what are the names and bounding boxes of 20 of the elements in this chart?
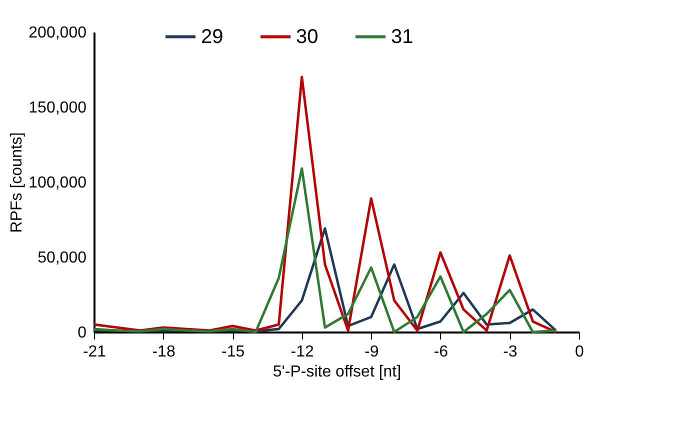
x-tick-label: -9 bbox=[364, 344, 379, 360]
y-tick-label: 200,000 bbox=[28, 24, 87, 42]
line-series bbox=[92, 76, 558, 334]
legend-label: 30 bbox=[296, 26, 318, 48]
x-tick-label: -18 bbox=[152, 344, 176, 360]
x-tick-label: -12 bbox=[290, 344, 314, 360]
legend-label: 31 bbox=[391, 26, 414, 48]
x-tick-label: -6 bbox=[434, 344, 448, 360]
x-tick-label: 0 bbox=[575, 344, 584, 360]
legend-label: 29 bbox=[201, 26, 224, 48]
y-axis-title: RPFs [counts] bbox=[8, 132, 26, 233]
x-axis-title: 5'-P-site offset [nt] bbox=[272, 364, 402, 380]
line-series bbox=[92, 167, 558, 334]
y-tick-label: 100,000 bbox=[28, 174, 87, 192]
x-tick-label: -21 bbox=[82, 344, 106, 360]
x-tick-label: -15 bbox=[222, 344, 245, 360]
y-tick-label: 0 bbox=[78, 324, 87, 342]
x-tick-label: -3 bbox=[503, 344, 518, 360]
y-tick-label: 50,000 bbox=[38, 250, 87, 266]
y-tick-label: 150,000 bbox=[28, 100, 87, 116]
